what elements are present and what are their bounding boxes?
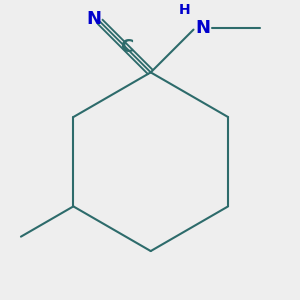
Text: C: C bbox=[120, 38, 133, 56]
Text: N: N bbox=[195, 19, 210, 37]
Text: H: H bbox=[179, 3, 191, 16]
Text: N: N bbox=[86, 10, 101, 28]
